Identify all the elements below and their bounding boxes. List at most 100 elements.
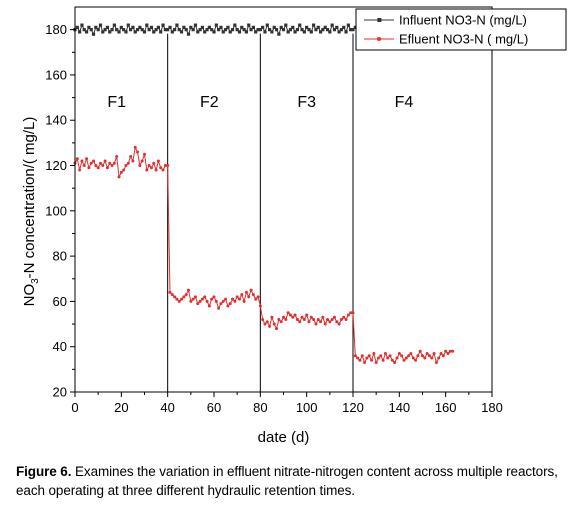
data-point	[138, 25, 142, 29]
data-point	[82, 164, 86, 168]
data-point	[131, 25, 135, 29]
data-point	[152, 30, 156, 34]
data-point	[312, 23, 316, 27]
data-point	[124, 164, 128, 168]
phase-label: F4	[395, 94, 414, 111]
data-point	[277, 318, 281, 322]
data-point	[291, 315, 295, 319]
data-point	[166, 28, 170, 32]
data-point	[156, 25, 160, 29]
data-point	[293, 313, 297, 317]
data-point	[161, 168, 165, 172]
x-tick-label: 0	[71, 400, 78, 415]
data-point	[240, 293, 244, 297]
x-tick-label: 80	[253, 400, 267, 415]
data-point	[263, 322, 267, 326]
data-point	[288, 313, 292, 317]
data-point	[103, 159, 107, 163]
data-point	[159, 166, 163, 170]
data-point	[288, 28, 293, 32]
data-point	[268, 324, 272, 328]
data-point	[96, 166, 100, 170]
data-point	[217, 306, 221, 310]
data-point	[309, 315, 313, 319]
data-point	[237, 30, 242, 34]
data-point	[221, 30, 225, 34]
figure-caption: Figure 6. Examines the variation in effl…	[16, 462, 562, 500]
data-point	[376, 356, 380, 360]
data-point	[152, 161, 156, 165]
data-point	[258, 304, 262, 308]
data-point	[228, 30, 232, 34]
data-point	[163, 164, 167, 168]
data-point	[143, 152, 146, 156]
y-tick-label: 60	[53, 294, 67, 309]
data-point	[207, 25, 211, 29]
data-point	[186, 32, 191, 36]
data-point	[261, 318, 265, 322]
data-point	[270, 315, 274, 319]
data-point	[256, 295, 260, 299]
data-point	[122, 28, 126, 32]
data-point	[265, 320, 269, 324]
data-point	[98, 161, 102, 165]
data-point	[117, 30, 121, 34]
data-point	[277, 32, 281, 36]
data-point	[96, 28, 100, 32]
data-point	[254, 297, 258, 301]
data-point	[244, 30, 249, 34]
data-point	[291, 25, 295, 29]
data-point	[379, 354, 383, 358]
series-line	[74, 145, 453, 364]
data-point	[381, 358, 385, 362]
data-point	[156, 159, 160, 163]
data-point	[351, 28, 355, 32]
data-point	[200, 297, 204, 301]
data-point	[439, 352, 443, 355]
data-point	[140, 28, 144, 32]
data-point	[328, 320, 332, 324]
data-point	[101, 164, 105, 168]
legend-swatch-marker	[377, 18, 382, 22]
data-point	[233, 299, 237, 303]
y-tick-label: 180	[45, 22, 67, 37]
data-point	[161, 23, 165, 27]
data-point	[286, 311, 290, 315]
data-point	[147, 28, 151, 32]
data-point	[85, 157, 89, 161]
data-point	[219, 25, 223, 29]
data-point	[223, 28, 228, 32]
data-point	[337, 322, 341, 326]
data-point	[325, 28, 330, 32]
data-point	[228, 302, 232, 306]
data-point	[117, 175, 121, 179]
data-point	[411, 356, 415, 360]
data-point	[321, 315, 325, 319]
data-point	[177, 28, 181, 32]
data-point	[318, 30, 323, 34]
data-point	[129, 154, 133, 158]
data-point	[332, 315, 336, 319]
data-point	[145, 23, 149, 27]
data-point	[339, 28, 344, 32]
data-point	[284, 318, 288, 322]
y-tick-label: 20	[53, 385, 67, 400]
data-point	[372, 352, 376, 355]
y-axis-title-rest: -N concentration/( mg/L)	[21, 117, 38, 279]
data-point	[353, 25, 357, 29]
data-point	[365, 356, 369, 360]
data-point	[383, 352, 387, 355]
data-point	[78, 30, 82, 34]
x-tick-label: 40	[160, 400, 174, 415]
data-point	[133, 145, 137, 149]
data-point	[332, 28, 337, 32]
data-point	[307, 28, 311, 32]
data-point	[254, 30, 258, 34]
data-point	[344, 30, 348, 34]
data-point	[390, 358, 394, 362]
data-point	[393, 361, 397, 365]
data-point	[305, 313, 309, 317]
data-point	[168, 290, 172, 294]
data-point	[210, 28, 214, 32]
data-point	[237, 297, 241, 301]
